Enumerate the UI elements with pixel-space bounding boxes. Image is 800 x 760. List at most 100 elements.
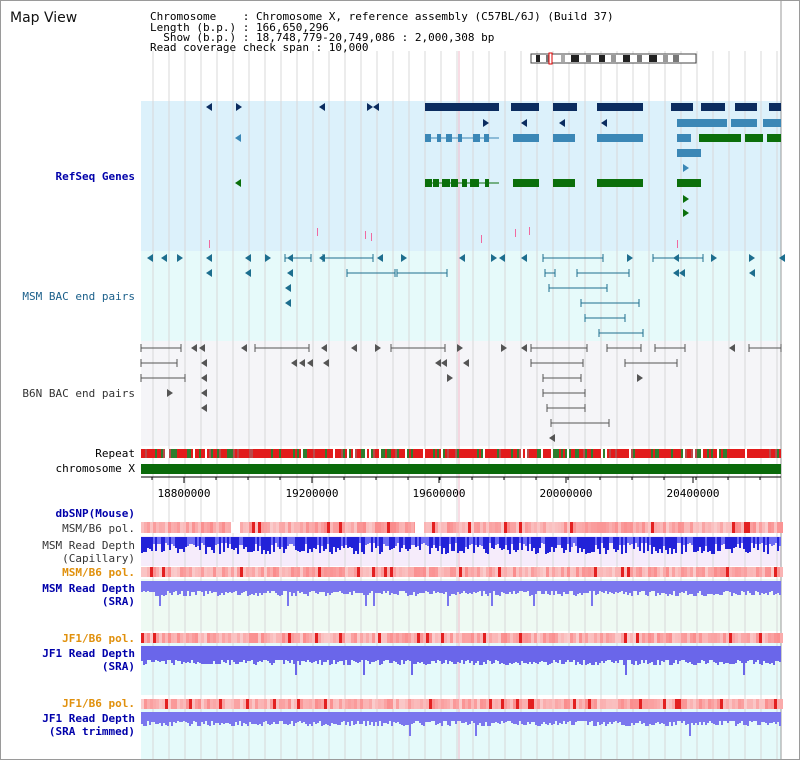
depth-bar [765, 712, 767, 723]
track-label-b6n-bac[interactable]: B6N BAC end pairs [22, 387, 135, 400]
depth-bar [619, 537, 621, 545]
depth-bar [441, 537, 443, 554]
track-label-msm-b6-pol-1[interactable]: MSM/B6 pol. [62, 522, 135, 535]
track-label-msm-depth-cap-1[interactable]: MSM Read Depth [42, 539, 135, 552]
pol-cell [534, 633, 537, 643]
depth-bar [597, 537, 599, 549]
depth-bar [445, 712, 447, 721]
depth-bar [595, 581, 597, 595]
pol-cell [387, 699, 390, 709]
pol-cell [246, 699, 249, 709]
pol-cell [657, 633, 660, 643]
depth-bar [561, 537, 563, 548]
depth-bar [551, 581, 553, 591]
pol-cell [744, 567, 747, 577]
depth-bar [515, 712, 517, 724]
track-label-msm-b6-pol-2[interactable]: MSM/B6 pol. [62, 566, 135, 579]
pol-cell [309, 567, 312, 577]
repeat-segment [501, 449, 503, 458]
track-label-jf1-depth-sra-1[interactable]: JF1 Read Depth [42, 647, 135, 660]
pol-cell [663, 567, 666, 577]
pol-cell [561, 522, 564, 533]
depth-bar [523, 712, 525, 725]
depth-bar [599, 581, 601, 591]
repeat-segment [383, 449, 385, 458]
pol-cell [639, 633, 642, 643]
pol-cell [663, 633, 666, 643]
depth-bar [645, 646, 647, 660]
repeat-segment [763, 449, 765, 458]
pol-cell [513, 699, 516, 709]
depth-bar [545, 537, 547, 554]
depth-bar [189, 712, 191, 726]
depth-bar [377, 537, 379, 546]
depth-bar [413, 712, 415, 723]
track-label-repeat[interactable]: Repeat [95, 447, 135, 460]
depth-bar [683, 537, 685, 545]
depth-bar [231, 537, 233, 549]
pol-cell [195, 522, 198, 533]
depth-bar [487, 537, 489, 554]
pol-cell [162, 567, 165, 577]
pol-cell [471, 522, 474, 533]
depth-bar [161, 712, 163, 726]
pol-cell [210, 699, 213, 709]
pol-cell [504, 633, 507, 643]
track-label-msm-depth-sra-1[interactable]: MSM Read Depth [42, 582, 135, 595]
strand-arrow [321, 344, 327, 352]
pol-cell [600, 699, 603, 709]
depth-bar [661, 537, 663, 553]
depth-bar [665, 581, 667, 594]
gene-block [735, 103, 757, 111]
depth-bar [647, 646, 649, 664]
repeat-segment [337, 449, 339, 458]
depth-bar [617, 712, 619, 723]
depth-bar [461, 581, 463, 593]
depth-bar [165, 581, 167, 595]
depth-bar [301, 712, 303, 723]
depth-bar [577, 712, 579, 721]
depth-bar [233, 537, 235, 550]
pol-cell [465, 699, 468, 709]
repeat-segment [181, 449, 183, 458]
depth-bar [611, 712, 613, 724]
pol-cell [390, 522, 393, 533]
depth-bar [765, 581, 767, 593]
depth-bar [291, 537, 293, 544]
depth-bar [347, 537, 349, 548]
pol-cell [198, 522, 201, 533]
gene-block [701, 103, 725, 111]
pol-cell [360, 522, 363, 533]
depth-bar [733, 581, 735, 593]
depth-bar [691, 646, 693, 664]
repeat-segment [289, 449, 291, 458]
pol-cell [477, 522, 480, 533]
depth-bar [327, 581, 329, 593]
pol-cell [516, 699, 519, 709]
show-range-info: Show (b.p.) : 18,748,779-20,749,086 : 2,… [150, 31, 495, 44]
depth-bar [599, 537, 601, 554]
pol-cell [480, 522, 483, 533]
pol-cell [762, 633, 765, 643]
track-label-refseq[interactable]: RefSeq Genes [55, 170, 135, 183]
repeat-segment [707, 449, 709, 458]
depth-bar [385, 581, 387, 593]
track-label-msm-bac[interactable]: MSM BAC end pairs [22, 290, 135, 303]
depth-bar [245, 537, 247, 547]
track-label-dbsnp[interactable]: dbSNP(Mouse) [55, 507, 135, 520]
track-label-jf1-depth-trim-1[interactable]: JF1 Read Depth [42, 712, 135, 725]
depth-bar [289, 581, 291, 592]
depth-bar [419, 581, 421, 593]
track-label-jf1-b6-pol-1[interactable]: JF1/B6 pol. [62, 632, 135, 645]
repeat-segment [265, 449, 267, 458]
depth-bar [555, 537, 557, 548]
pol-cell [636, 567, 639, 577]
strand-arrow [463, 359, 469, 367]
depth-bar [523, 646, 525, 663]
depth-bar [495, 581, 497, 595]
depth-bar [545, 646, 547, 662]
pol-cell [180, 567, 183, 577]
track-label-jf1-b6-pol-2[interactable]: JF1/B6 pol. [62, 697, 135, 710]
